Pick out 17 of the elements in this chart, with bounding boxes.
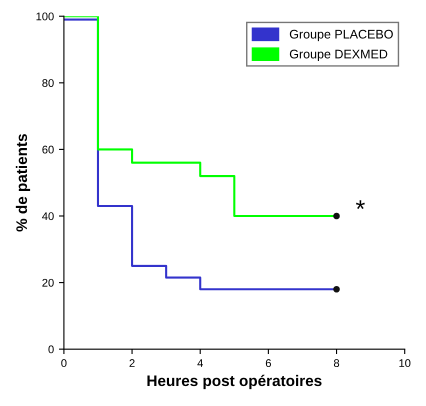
y-axis-title: % de patients	[16, 134, 30, 232]
x-axis-title: Heures post opératoires	[147, 374, 322, 390]
y-tick-label: 60	[42, 146, 54, 154]
y-tick-label: 0	[48, 345, 54, 354]
x-tick-label: 10	[399, 359, 410, 368]
x-tick-label: 0	[61, 359, 67, 368]
y-tick-label: 40	[42, 212, 54, 220]
x-tick-label: 4	[197, 359, 203, 367]
x-tick-label: 6	[266, 359, 271, 368]
y-tick-label: 20	[42, 278, 54, 287]
y-tick-label: 100	[36, 12, 54, 20]
legend-label: Groupe PLACEBO	[290, 30, 393, 42]
x-tick-label: 8	[334, 359, 340, 368]
annotation: *	[356, 200, 365, 210]
legend-label: Groupe DEXMED	[290, 50, 388, 61]
y-tick-label: 80	[42, 79, 54, 87]
x-tick-label: 2	[130, 359, 135, 367]
